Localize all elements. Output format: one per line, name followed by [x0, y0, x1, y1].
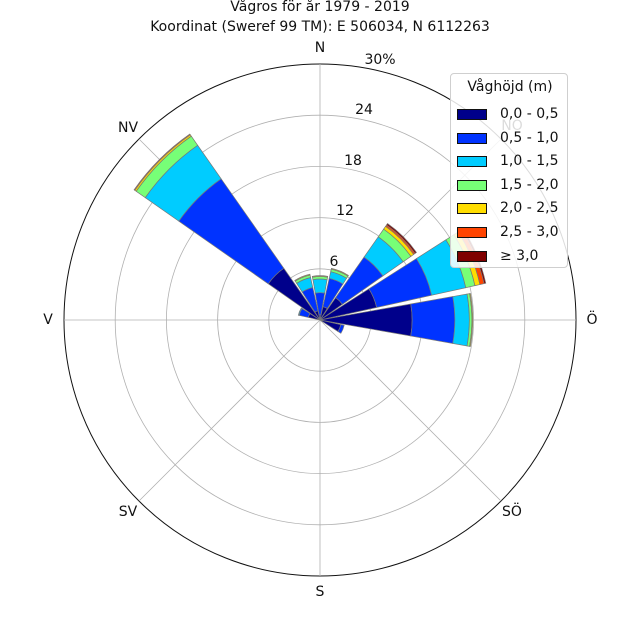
legend-swatch: [457, 227, 487, 238]
legend-label: 2,5 - 3,0: [500, 224, 559, 240]
sector-bar-segment: [294, 273, 311, 282]
axis-labels: NNOÖSÖSSVVNV612182430%: [43, 40, 597, 600]
radial-tick-label: 18: [344, 153, 362, 169]
direction-label: SÖ: [502, 502, 522, 520]
legend-label: 1,0 - 1,5: [500, 153, 559, 170]
direction-label: V: [43, 312, 53, 328]
grid-spoke: [319, 319, 502, 502]
sector-bar-segment: [312, 278, 328, 294]
radial-tick-label: 24: [355, 102, 373, 118]
legend-label: ≥ 3,0: [500, 247, 539, 264]
legend-swatch: [457, 203, 487, 215]
direction-label: S: [316, 584, 325, 600]
legend-swatch: [457, 156, 487, 168]
radial-tick-label: 30%: [364, 52, 395, 68]
legend-swatch: [457, 250, 487, 262]
legend-swatch: [457, 132, 487, 144]
legend-swatch: [457, 109, 487, 120]
direction-label: SV: [119, 504, 138, 520]
legend-title: Våghöjd (m): [467, 79, 553, 95]
legend: Våghöjd (m) 0,0 - 0,5 0,5 - 1,0 1,0 - 1,5 1…: [450, 73, 568, 268]
direction-label: NV: [118, 120, 138, 136]
sector-bar-segment: [410, 296, 456, 344]
grid-spoke: [138, 319, 321, 502]
legend-swatch: [457, 179, 487, 191]
legend-label: 2,0 - 2,5: [500, 200, 559, 217]
legend-label: 0,0 - 0,5: [500, 106, 559, 122]
chart-subtitle: Koordinat (Sweref 99 TM): E 506034, N 61…: [150, 19, 490, 35]
radial-tick-label: 6: [330, 254, 339, 270]
sector-bar-segment: [311, 275, 329, 278]
direction-label: Ö: [586, 310, 597, 328]
sector-bar-segment: [330, 267, 349, 277]
legend-label: 1,5 - 2,0: [500, 176, 559, 193]
sector-bar-segment: [337, 324, 345, 334]
sector-bar-segment: [133, 133, 191, 191]
sector-bar-segment: [386, 223, 417, 254]
sector-bar-segment: [452, 293, 470, 347]
legend-label: 0,5 - 1,0: [500, 129, 559, 146]
radial-tick-label: 12: [336, 203, 354, 219]
sector-bars: [133, 133, 487, 347]
chart-title: Vågros för år 1979 - 2019: [230, 0, 410, 15]
direction-label: N: [315, 40, 325, 56]
sector-bar-segment: [297, 307, 303, 316]
sector-bar-segment: [469, 293, 474, 347]
